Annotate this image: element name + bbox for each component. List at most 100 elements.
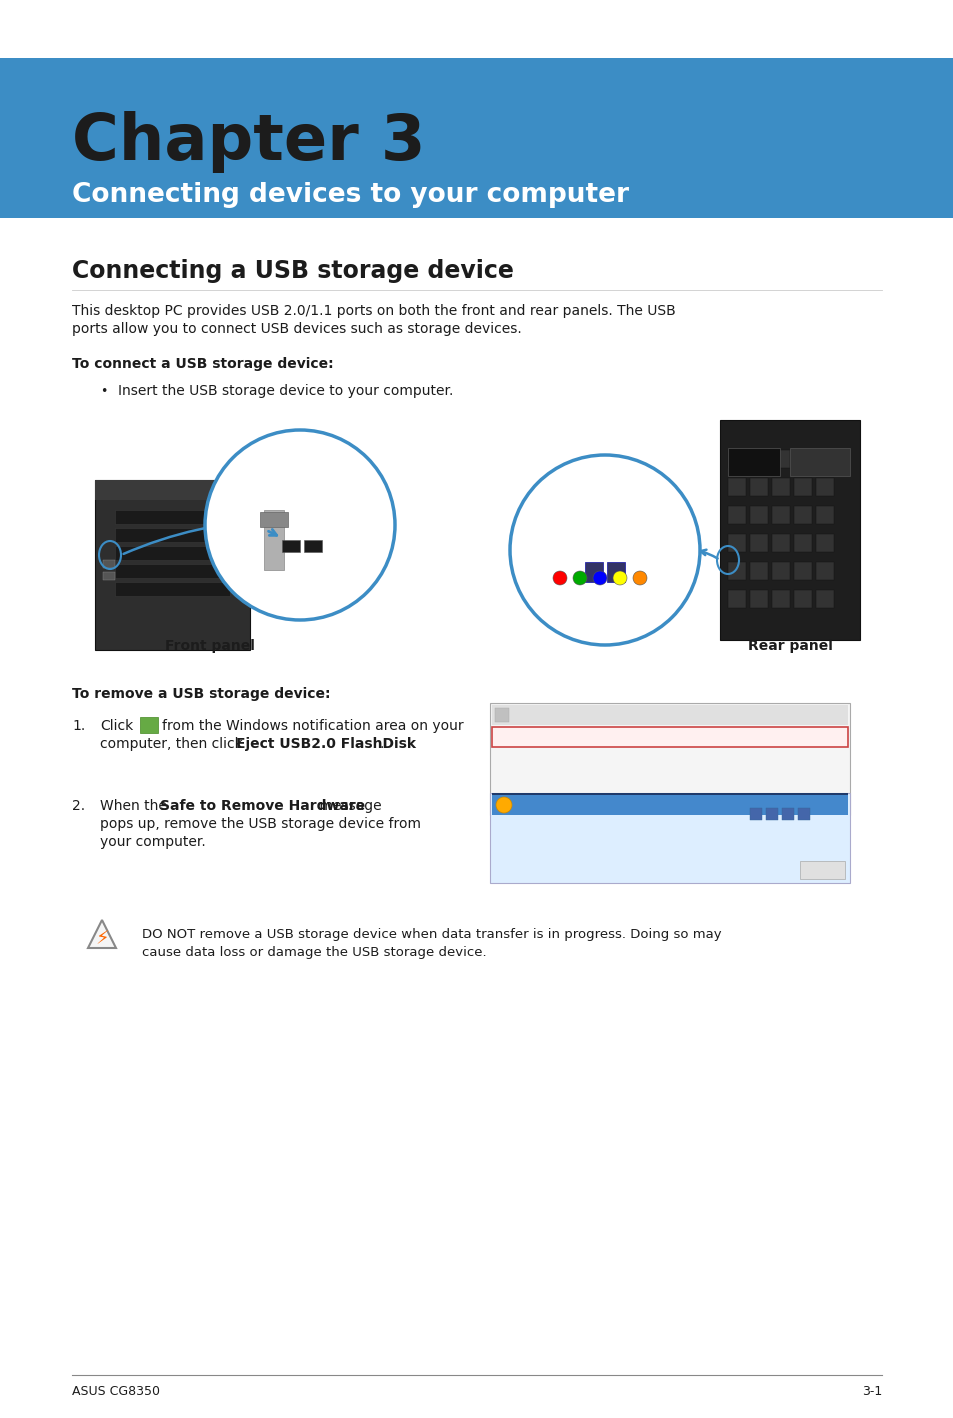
Bar [765,808,778,820]
Bar [264,510,284,570]
Bar [115,527,230,542]
Bar [260,512,288,527]
Bar [492,795,847,815]
Bar [71,912,882,983]
Bar [495,708,509,722]
Bar [727,590,745,608]
Text: When the: When the [100,798,172,813]
Text: Insert the USB storage device to your computer.: Insert the USB storage device to your co… [118,384,453,398]
Bar [97,481,248,501]
Text: .: . [379,737,384,752]
Bar [304,540,322,552]
Text: Safe To Remove Hardware: Safe To Remove Hardware [516,803,679,813]
Bar [789,448,849,476]
Text: Eject USB2.0 FlashDisk: Eject USB2.0 FlashDisk [235,737,416,752]
Bar [749,506,767,525]
Bar [815,478,833,496]
Circle shape [496,797,512,813]
Bar [115,546,230,560]
Bar [793,535,811,552]
Text: Safe to Remove Hardware: Safe to Remove Hardware [160,798,365,813]
Circle shape [613,571,626,586]
Text: To remove a USB storage device:: To remove a USB storage device: [71,686,330,700]
Bar [815,506,833,525]
Text: Connecting a USB storage device: Connecting a USB storage device [71,259,514,284]
Bar [0,218,953,1418]
Text: cause data loss or damage the USB storage device.: cause data loss or damage the USB storag… [142,946,486,959]
Bar [771,535,789,552]
Bar [103,571,115,580]
Bar [492,705,847,725]
Bar [606,562,624,581]
Bar [103,560,115,569]
Text: 6:30 PM: 6:30 PM [781,801,811,810]
Bar [727,535,745,552]
Bar [95,481,250,501]
Bar [282,540,299,552]
Bar [797,808,809,820]
Text: i: i [499,801,503,811]
Bar [95,481,250,649]
Bar [115,510,230,525]
Text: Connecting devices to your computer: Connecting devices to your computer [71,182,628,208]
Text: 1.: 1. [71,719,85,733]
Text: - Removable Disk (F:): - Removable Disk (F:) [510,754,620,764]
Text: removed from the computer.: removed from the computer. [499,842,660,854]
Bar [771,450,789,468]
Bar [727,562,745,580]
Bar [771,506,789,525]
Text: The 'USB Mass Storage Device' can now be safely: The 'USB Mass Storage Device' can now be… [499,827,778,837]
Bar [771,562,789,580]
Bar [727,506,745,525]
Text: ×: × [833,801,843,814]
Bar [0,0,953,58]
Bar [793,506,811,525]
Text: Rear panel: Rear panel [747,640,832,654]
Bar [490,793,849,883]
Circle shape [593,571,606,586]
Bar [793,562,811,580]
Bar [749,808,761,820]
Text: ASUS CG8350: ASUS CG8350 [71,1385,160,1398]
Bar [115,581,230,596]
Circle shape [553,571,566,586]
Text: from the Windows notification area on your: from the Windows notification area on yo… [162,719,463,733]
Bar [749,590,767,608]
Bar [0,58,953,218]
Text: Front panel: Front panel [165,640,254,654]
Bar [771,478,789,496]
Bar [727,450,745,468]
Bar [793,590,811,608]
Circle shape [633,571,646,586]
Text: 3-1: 3-1 [861,1385,882,1398]
Polygon shape [88,920,116,949]
Bar [720,420,859,640]
Circle shape [205,430,395,620]
Text: This desktop PC provides USB 2.0/1.1 ports on both the front and rear panels. Th: This desktop PC provides USB 2.0/1.1 por… [71,303,675,318]
Text: 2.: 2. [71,798,85,813]
Bar [727,478,745,496]
Text: •: • [100,386,108,398]
Bar [793,478,811,496]
Text: ports allow you to connect USB devices such as storage devices.: ports allow you to connect USB devices s… [71,322,521,336]
Bar [815,450,833,468]
Bar [771,590,789,608]
Bar [749,562,767,580]
Text: Open Devices and Printers: Open Devices and Printers [514,713,652,723]
Bar [815,562,833,580]
Text: To connect a USB storage device:: To connect a USB storage device: [71,357,334,372]
Bar [749,478,767,496]
Text: computer, then click: computer, then click [100,737,247,752]
Text: 1/1/2002: 1/1/2002 [778,798,811,808]
Bar [815,590,833,608]
Bar [115,564,230,579]
Bar [584,562,602,581]
Circle shape [510,455,700,645]
Bar [492,727,847,747]
Text: your computer.: your computer. [100,835,206,849]
Text: Click: Click [100,719,133,733]
Bar [490,703,849,815]
Bar [96,481,249,501]
Circle shape [573,571,586,586]
Text: message: message [314,798,381,813]
